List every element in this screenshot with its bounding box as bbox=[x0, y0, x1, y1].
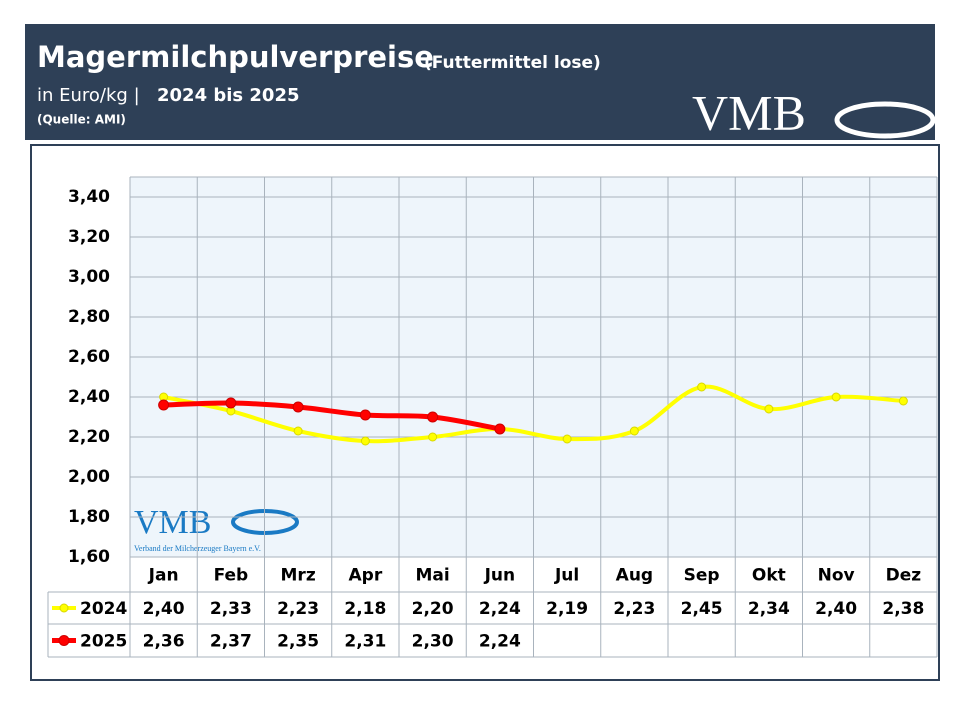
data-label: 2,33 bbox=[210, 599, 252, 619]
data-label: 2,34 bbox=[748, 599, 790, 619]
subtitle: in Euro/kg | bbox=[37, 85, 140, 106]
y-tick-label: 1,60 bbox=[68, 547, 110, 567]
chart-title: Magermilchpulverpreise bbox=[37, 40, 434, 74]
point-marker bbox=[494, 423, 506, 435]
legend-label: 2025 bbox=[80, 632, 127, 652]
data-label: 2,31 bbox=[344, 632, 386, 652]
point-marker bbox=[898, 396, 908, 406]
point-marker bbox=[359, 409, 371, 421]
point-marker bbox=[292, 401, 304, 413]
legend-marker bbox=[59, 603, 69, 613]
y-tick-label: 2,40 bbox=[68, 387, 110, 407]
x-tick-label: Feb bbox=[214, 566, 249, 586]
x-tick-label: Nov bbox=[818, 566, 855, 586]
data-label: 2,24 bbox=[479, 599, 521, 619]
series-line bbox=[161, 384, 906, 444]
y-tick-label: 1,80 bbox=[68, 507, 110, 527]
data-label: 2,37 bbox=[210, 632, 252, 652]
data-label: 2,20 bbox=[412, 599, 454, 619]
x-tick-label: Mai bbox=[416, 566, 450, 586]
data-label: 2,45 bbox=[681, 599, 723, 619]
series-line bbox=[161, 400, 503, 432]
x-tick-label: Dez bbox=[886, 566, 922, 586]
header-band bbox=[25, 24, 935, 140]
data-label: 2,40 bbox=[815, 599, 857, 619]
point-marker bbox=[697, 382, 707, 392]
data-label: 2,24 bbox=[479, 632, 521, 652]
y-tick-label: 2,60 bbox=[68, 347, 110, 367]
legend-label: 2024 bbox=[80, 599, 127, 619]
data-label: 2,35 bbox=[277, 632, 319, 652]
point-marker bbox=[427, 411, 439, 423]
data-label: 2,30 bbox=[412, 632, 454, 652]
y-tick-label: 2,80 bbox=[68, 307, 110, 327]
point-marker bbox=[428, 432, 438, 442]
x-tick-label: Jul bbox=[554, 566, 579, 586]
data-label: 2,38 bbox=[882, 599, 924, 619]
y-tick-label: 3,20 bbox=[68, 227, 110, 247]
point-marker bbox=[562, 434, 572, 444]
data-label: 2,36 bbox=[143, 632, 185, 652]
x-tick-label: Okt bbox=[752, 566, 786, 586]
x-tick-label: Aug bbox=[616, 566, 653, 586]
point-marker bbox=[629, 426, 639, 436]
source: (Quelle: AMI) bbox=[37, 113, 126, 127]
data-label: 2,23 bbox=[613, 599, 655, 619]
legend-marker bbox=[58, 635, 70, 646]
title-note: (Futtermittel lose) bbox=[424, 53, 601, 73]
y-tick-label: 3,40 bbox=[68, 187, 110, 207]
x-tick-label: Jan bbox=[148, 566, 179, 586]
point-marker bbox=[225, 397, 237, 409]
point-marker bbox=[360, 436, 370, 446]
point-marker bbox=[158, 399, 170, 411]
point-marker bbox=[293, 426, 303, 436]
point-marker bbox=[764, 404, 774, 414]
y-tick-label: 3,00 bbox=[68, 267, 110, 287]
y-tick-label: 2,00 bbox=[68, 467, 110, 487]
data-label: 2,23 bbox=[277, 599, 319, 619]
logo-swoosh bbox=[834, 101, 936, 139]
data-label: 2,18 bbox=[344, 599, 386, 619]
header-logo: VMB bbox=[692, 84, 806, 140]
x-tick-label: Sep bbox=[684, 566, 720, 586]
data-label: 2,40 bbox=[143, 599, 185, 619]
watermark-logo: VMB bbox=[134, 504, 211, 541]
x-tick-label: Jun bbox=[484, 566, 516, 586]
x-tick-label: Mrz bbox=[281, 566, 316, 586]
x-tick-label: Apr bbox=[349, 566, 383, 586]
data-label: 2,19 bbox=[546, 599, 588, 619]
point-marker bbox=[831, 392, 841, 402]
y-tick-label: 2,20 bbox=[68, 427, 110, 447]
period: 2024 bis 2025 bbox=[157, 85, 300, 106]
